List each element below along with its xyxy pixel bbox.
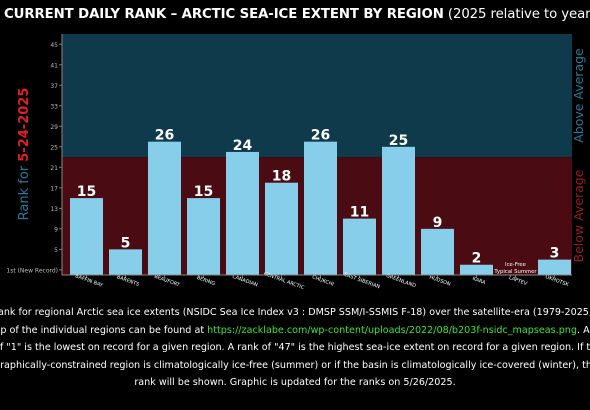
above-average-label: Above Average (571, 48, 586, 143)
x-category-label: LAPTEV (508, 275, 528, 287)
caption-line-2-end: . A (576, 324, 590, 336)
bar-kara (460, 264, 493, 275)
y-axis-label-date: 5-24-2025 (17, 88, 32, 162)
x-category-label: CANADIAN (231, 274, 258, 289)
bar-barents (109, 249, 142, 275)
y-tick-label: 37 (50, 83, 58, 90)
y-tick-label: 45 (50, 42, 58, 49)
caption-line-5: rank will be shown. Graphic is updated f… (134, 377, 456, 388)
y-tick-label: 5 (54, 247, 58, 254)
bar-greenland (382, 146, 415, 275)
bar-beaufort (148, 141, 181, 275)
x-category-label: BEAUFORT (153, 274, 181, 289)
bar-value-label: 2 (472, 251, 482, 267)
bar-hudson (421, 228, 454, 275)
bar-value-label: 24 (233, 138, 253, 154)
y-tick-label: 33 (50, 103, 58, 110)
x-category-label: BARENTS (116, 274, 140, 288)
y-axis-label: Rank for 5-24-2025 (17, 88, 32, 221)
special-note-label: Ice-Free (505, 262, 526, 268)
x-category-label: BAFFIN BAY (74, 273, 104, 289)
caption-line-3: of "1" is the lowest on record for a giv… (0, 342, 590, 353)
bar-value-label: 15 (77, 184, 96, 200)
bar-bering (187, 198, 220, 275)
bar-value-label: 15 (194, 184, 213, 200)
caption-line-2: p of the individual regions can be found… (0, 322, 590, 340)
y-axis-label-prefix: Rank for (17, 162, 32, 221)
bar-value-label: 26 (311, 128, 330, 144)
bar-value-label: 25 (389, 133, 408, 149)
y-tick-label: 13 (50, 206, 58, 213)
x-category-label: HUDSON (428, 274, 451, 287)
x-category-label: KARA (472, 276, 487, 286)
sea-ice-rank-chart: 1st (New Record)59131721252933374145Rank… (6, 34, 586, 291)
bar-value-label: 3 (550, 246, 560, 262)
special-note-label: Typical Summer (493, 269, 537, 275)
above-average-region (62, 34, 572, 158)
y-tick-label: 9 (54, 226, 58, 233)
caption-line-4: graphically-constrained region is climat… (0, 359, 590, 371)
chart-title: CURRENT DAILY RANK – ARCTIC SEA-ICE EXTE… (4, 7, 590, 22)
chart-caption: rank for regional Arctic sea ice extents… (0, 304, 590, 392)
y-tick-label: 1st (New Record) (6, 267, 58, 274)
caption-map-link[interactable]: https://zacklabe.com/wp-content/uploads/… (207, 324, 577, 336)
bar-value-label: 9 (433, 215, 443, 231)
bar-value-label: 11 (350, 205, 369, 221)
bar-baffin-bay (70, 198, 103, 275)
bar-central-arctic (265, 182, 298, 275)
y-tick-label: 17 (50, 185, 58, 192)
caption-line-1: rank for regional Arctic sea ice extents… (0, 307, 590, 318)
below-average-label: Below Average (571, 169, 586, 262)
bar-chukchi (304, 141, 337, 275)
bar-okhotsk (538, 259, 571, 275)
y-tick-label: 21 (50, 165, 58, 172)
x-category-label: BERING (196, 275, 216, 287)
caption-line-2-start: p of the individual regions can be found… (0, 324, 208, 336)
bar-east-siberian (343, 218, 376, 275)
chart-title-main: CURRENT DAILY RANK – ARCTIC SEA-ICE EXTE… (4, 7, 444, 22)
chart-title-sub: (2025 relative to years since 1979) (447, 7, 590, 22)
bar-canadian (226, 151, 259, 275)
y-tick-label: 25 (50, 144, 58, 151)
x-category-label: OKHOTSK (544, 274, 570, 288)
bar-value-label: 26 (155, 128, 174, 144)
y-tick-label: 29 (50, 124, 58, 131)
y-tick-label: 41 (50, 62, 58, 69)
bar-value-label: 18 (272, 169, 291, 185)
x-category-label: CHUKCHI (311, 274, 334, 287)
bar-value-label: 5 (121, 235, 131, 251)
